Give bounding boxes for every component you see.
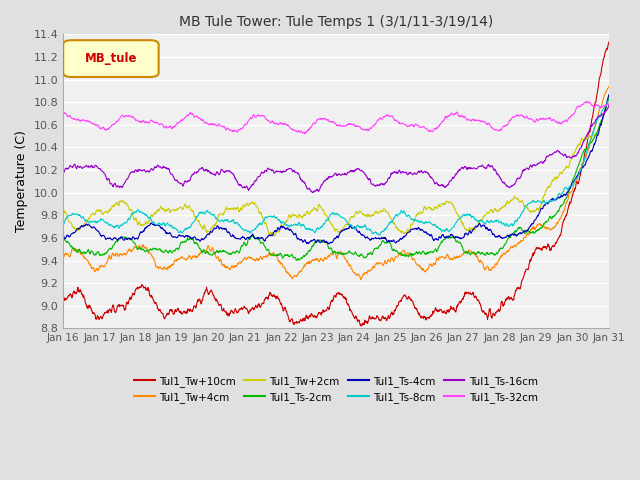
FancyBboxPatch shape (63, 40, 159, 77)
Y-axis label: Temperature (C): Temperature (C) (15, 131, 28, 232)
Title: MB Tule Tower: Tule Temps 1 (3/1/11-3/19/14): MB Tule Tower: Tule Temps 1 (3/1/11-3/19… (179, 15, 493, 29)
Legend: Tul1_Tw+10cm, Tul1_Tw+4cm, Tul1_Tw+2cm, Tul1_Ts-2cm, Tul1_Ts-4cm, Tul1_Ts-8cm, T: Tul1_Tw+10cm, Tul1_Tw+4cm, Tul1_Tw+2cm, … (130, 372, 542, 407)
Text: MB_tule: MB_tule (85, 52, 138, 65)
